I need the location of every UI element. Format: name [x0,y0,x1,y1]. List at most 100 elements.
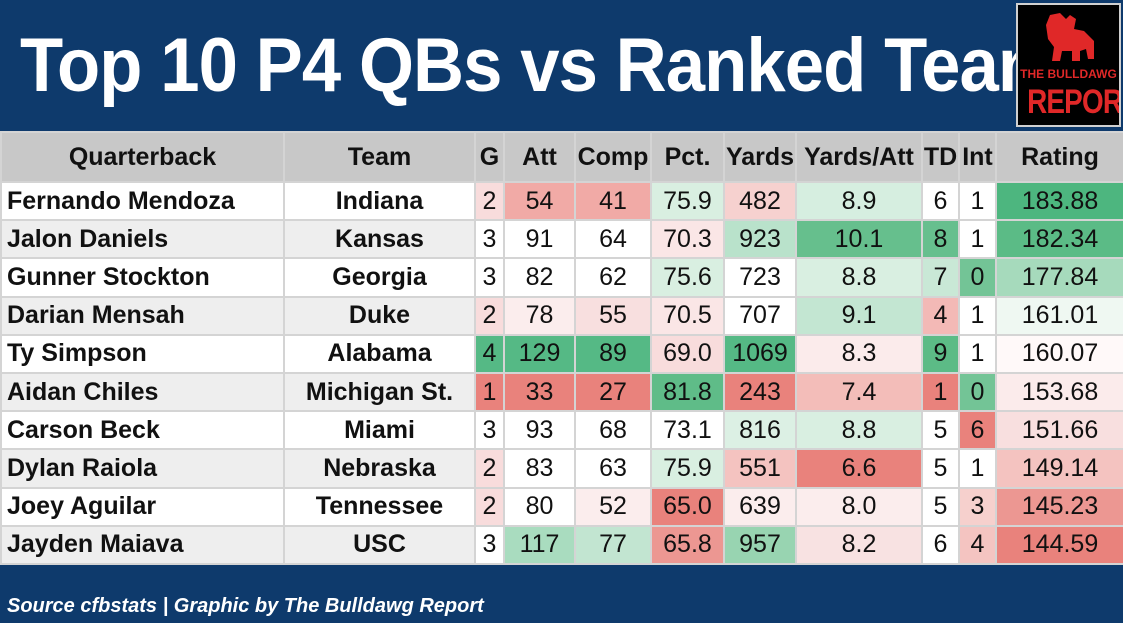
cell-comp: 63 [574,448,652,489]
cell-td: 1 [921,371,960,413]
cell-g: 3 [474,219,505,260]
cell-team: Alabama [283,333,476,374]
table-row: Dylan Raiola Nebraska 2 83 63 75.9 551 6.6 5 1 149… [0,448,1123,489]
cell-yards-att: 8.0 [795,486,923,527]
cell-pct: 75.9 [650,448,725,489]
cell-int: 0 [958,371,997,413]
cell-team: Nebraska [283,448,476,489]
cell-quarterback: Jalon Daniels [0,219,285,260]
cell-comp: 62 [574,257,652,298]
cell-yards-att: 8.8 [795,257,923,298]
cell-yards: 639 [723,486,797,527]
cell-quarterback: Darian Mensah [0,295,285,336]
cell-comp: 41 [574,180,652,222]
cell-yards: 816 [723,410,797,451]
table-row: Carson Beck Miami 3 93 68 73.1 816 8.8 5 6 151.66 [0,410,1123,451]
cell-yards-att: 7.4 [795,371,923,413]
column-header-g: G [474,131,505,183]
cell-g: 2 [474,486,505,527]
cell-td: 5 [921,448,960,489]
cell-rating: 149.14 [995,448,1123,489]
cell-att: 93 [503,410,576,451]
cell-int: 4 [958,524,997,565]
table-row: Aidan Chiles Michigan St. 1 33 27 81.8 243 7.4 1… [0,371,1123,413]
cell-quarterback: Fernando Mendoza [0,180,285,222]
cell-td: 6 [921,180,960,222]
cell-rating: 153.68 [995,371,1123,413]
cell-yards: 1069 [723,333,797,374]
column-header-yards: Yards [723,131,797,183]
cell-rating: 182.34 [995,219,1123,260]
cell-td: 8 [921,219,960,260]
table-row: Ty Simpson Alabama 4 129 89 69.0 1069 8.3 9 1 160.… [0,333,1123,374]
column-header-td: TD [921,131,960,183]
cell-yards-att: 9.1 [795,295,923,336]
cell-rating: 144.59 [995,524,1123,565]
cell-int: 1 [958,448,997,489]
cell-yards: 243 [723,371,797,413]
column-header-comp: Comp [574,131,652,183]
cell-team: Duke [283,295,476,336]
cell-att: 117 [503,524,576,565]
cell-att: 83 [503,448,576,489]
cell-comp: 89 [574,333,652,374]
cell-yards: 723 [723,257,797,298]
cell-g: 2 [474,448,505,489]
cell-g: 1 [474,371,505,413]
cell-pct: 65.0 [650,486,725,527]
table-body: Fernando Mendoza Indiana 2 54 41 75.9 482 8.9 6 1… [0,180,1123,565]
cell-rating: 145.23 [995,486,1123,527]
cell-comp: 68 [574,410,652,451]
qb-stats-table: Quarterback Team G Att Comp Pct. Yards Yards/At… [0,131,1123,565]
cell-g: 2 [474,180,505,222]
table-row: Darian Mensah Duke 2 78 55 70.5 707 9.1 4 1 161.01 [0,295,1123,336]
bulldog-icon [1046,13,1094,61]
column-header-int: Int [958,131,997,183]
cell-comp: 27 [574,371,652,413]
table-row: Joey Aguilar Tennessee 2 80 52 65.0 639 8.0 5 3 14… [0,486,1123,527]
cell-att: 54 [503,180,576,222]
chart-title: Top 10 P4 QBs vs Ranked Teams [20,23,1099,108]
column-header-rating: Rating [995,131,1123,183]
cell-int: 1 [958,333,997,374]
cell-pct: 70.5 [650,295,725,336]
cell-rating: 160.07 [995,333,1123,374]
cell-yards-att: 8.2 [795,524,923,565]
cell-rating: 151.66 [995,410,1123,451]
cell-att: 82 [503,257,576,298]
table-row: Jalon Daniels Kansas 3 91 64 70.3 923 10.1 8 1 182… [0,219,1123,260]
cell-team: Georgia [283,257,476,298]
cell-g: 3 [474,524,505,565]
cell-g: 2 [474,295,505,336]
cell-yards-att: 6.6 [795,448,923,489]
cell-team: Miami [283,410,476,451]
cell-g: 3 [474,257,505,298]
cell-team: USC [283,524,476,565]
cell-pct: 65.8 [650,524,725,565]
cell-yards-att: 8.3 [795,333,923,374]
cell-yards-att: 8.8 [795,410,923,451]
cell-att: 91 [503,219,576,260]
cell-td: 4 [921,295,960,336]
column-header-team: Team [283,131,476,183]
cell-yards: 482 [723,180,797,222]
cell-pct: 73.1 [650,410,725,451]
cell-rating: 177.84 [995,257,1123,298]
bulldawg-report-logo: THE BULLDAWG REPORT [1016,3,1121,127]
cell-yards-att: 8.9 [795,180,923,222]
cell-yards: 957 [723,524,797,565]
cell-int: 1 [958,295,997,336]
cell-td: 5 [921,410,960,451]
cell-att: 80 [503,486,576,527]
cell-team: Indiana [283,180,476,222]
cell-quarterback: Joey Aguilar [0,486,285,527]
cell-int: 3 [958,486,997,527]
cell-comp: 77 [574,524,652,565]
cell-att: 33 [503,371,576,413]
cell-pct: 81.8 [650,371,725,413]
table-row: Fernando Mendoza Indiana 2 54 41 75.9 482 8.9 6 1… [0,180,1123,222]
cell-rating: 161.01 [995,295,1123,336]
cell-td: 6 [921,524,960,565]
cell-int: 0 [958,257,997,298]
cell-yards-att: 10.1 [795,219,923,260]
